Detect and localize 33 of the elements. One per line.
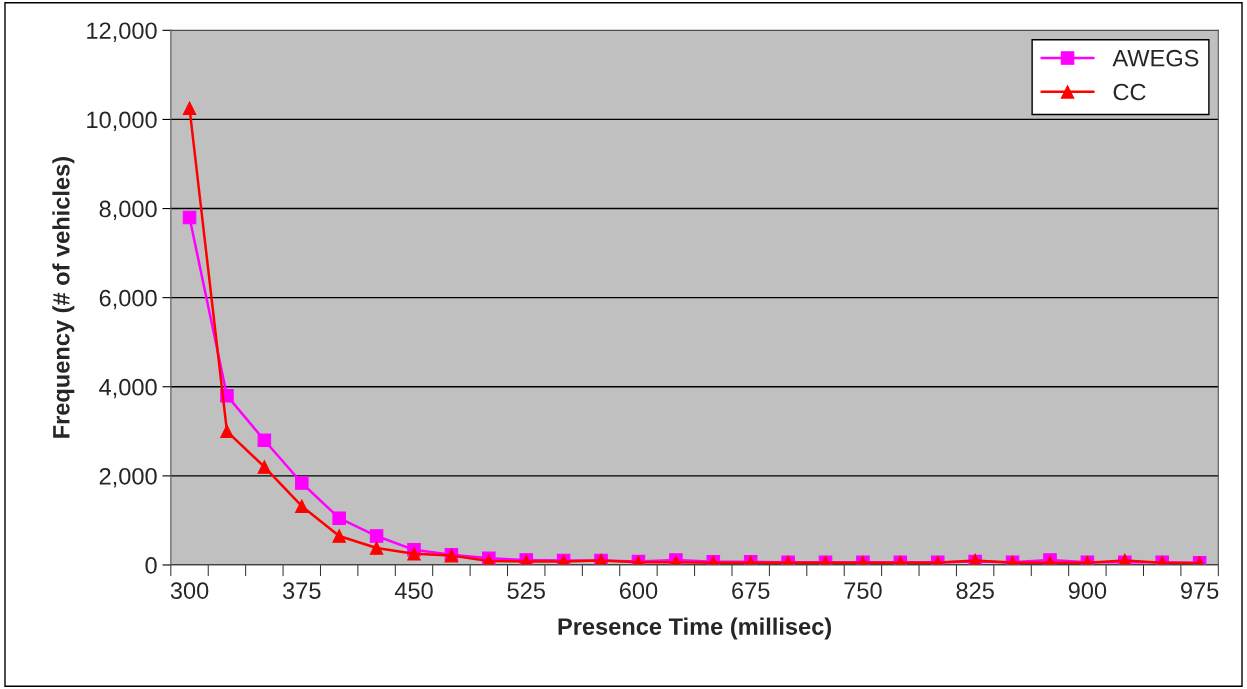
point — [295, 499, 309, 513]
legend-label: AWEGS — [1112, 49, 1199, 67]
x-tick-label: 600 — [619, 582, 658, 599]
y-tick-label: 6,000 — [99, 289, 157, 310]
legend-label: CC — [1113, 83, 1146, 101]
point — [182, 210, 197, 225]
point — [257, 460, 272, 474]
x-tick-label: 900 — [1068, 582, 1107, 599]
point — [332, 529, 346, 543]
x-tick-label: 975 — [1181, 582, 1219, 599]
point — [369, 529, 384, 543]
y-tick-label: 2,000 — [99, 467, 157, 488]
point — [332, 511, 346, 525]
point — [369, 541, 384, 555]
y-tick-label: 8,000 — [99, 200, 157, 221]
x-tick-label: 450 — [394, 582, 433, 599]
y-tick-label: 4,000 — [99, 378, 157, 399]
x-tick-label: 675 — [732, 582, 770, 599]
y-tick-label: 0 — [145, 557, 157, 574]
y-axis-title: Frequency (# of vehicles) — [52, 157, 75, 438]
point — [257, 433, 272, 447]
y-tick-label: 12,000 — [87, 22, 157, 42]
y-tick-label: 10,000 — [87, 111, 157, 131]
point — [220, 424, 234, 439]
point — [182, 101, 197, 116]
x-tick-label: 750 — [844, 582, 882, 599]
point — [295, 476, 309, 490]
x-tick-label: 825 — [956, 582, 994, 599]
x-tick-label: 375 — [282, 582, 321, 599]
x-tick-label: 525 — [507, 582, 545, 599]
x-tick-label: 300 — [170, 582, 209, 599]
point — [407, 547, 421, 561]
x-axis-title: Presence Time (millisec) — [558, 617, 831, 640]
